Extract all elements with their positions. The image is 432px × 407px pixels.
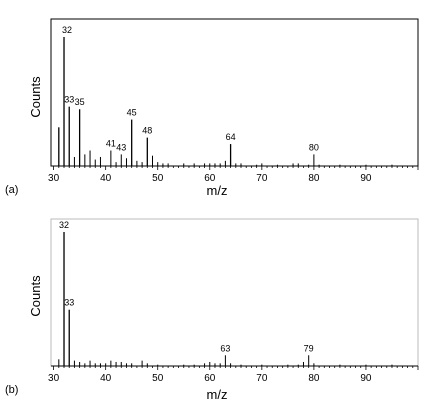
panel-a: 32 33 35 41 43 45 48 64 80 30 40 50 60 70 80 90 Counts…: [5, 18, 419, 198]
x-tick-label-70: 70: [256, 373, 268, 384]
panel-b-plot-frame: [50, 218, 419, 367]
x-tick-label-80: 80: [308, 373, 320, 384]
panel-a-y-axis-label: Counts: [28, 76, 43, 118]
panel-a-plot-frame: [50, 18, 419, 167]
x-tick-label-40: 40: [100, 173, 112, 184]
panel-b-label: (b): [5, 384, 18, 396]
peak-label-35: 35: [75, 97, 85, 107]
panel-a-label: (a): [5, 184, 18, 196]
peak-label-64: 64: [226, 132, 236, 142]
panel-b: 32 33 63 79 30 40 50 60 70 80 90 Counts m/z (b): [5, 218, 419, 402]
peak-label-41: 41: [106, 139, 116, 149]
x-tick-label-90: 90: [360, 173, 372, 184]
x-tick-label-80: 80: [308, 173, 320, 184]
peak-label-33: 33: [64, 95, 74, 105]
panel-b-x-axis-ticks: 30 40 50 60 70 80 90: [48, 366, 419, 384]
panel-b-peaks: [58, 232, 393, 366]
peak-label-45: 45: [127, 108, 137, 118]
x-tick-label-40: 40: [100, 373, 112, 384]
panel-b-x-axis-label: m/z: [207, 387, 228, 402]
peak-label-48: 48: [142, 126, 152, 136]
x-tick-label-50: 50: [152, 173, 164, 184]
peak-label-33: 33: [64, 298, 74, 308]
peak-label-32: 32: [62, 25, 72, 35]
x-tick-label-30: 30: [48, 373, 60, 384]
x-tick-label-50: 50: [152, 373, 164, 384]
peak-label-79: 79: [304, 343, 314, 353]
peak-label-80: 80: [309, 142, 319, 152]
x-tick-label-60: 60: [204, 173, 216, 184]
panel-b-peak-labels: 32 33 63 79: [59, 220, 314, 353]
peak-label-32: 32: [59, 220, 69, 230]
x-tick-label-70: 70: [256, 173, 268, 184]
panel-b-y-axis-label: Counts: [28, 275, 43, 317]
peak-label-63: 63: [220, 343, 230, 353]
x-tick-label-30: 30: [48, 173, 60, 184]
x-tick-label-60: 60: [204, 373, 216, 384]
peak-label-43: 43: [116, 142, 126, 152]
panel-a-x-axis-label: m/z: [207, 183, 228, 198]
panel-a-x-axis-ticks: 30 40 50 60 70 80 90: [48, 166, 419, 184]
x-tick-label-90: 90: [360, 373, 372, 384]
panel-a-peaks: [58, 37, 393, 166]
panel-a-peak-labels: 32 33 35 41 43 45 48 64 80: [62, 25, 319, 152]
